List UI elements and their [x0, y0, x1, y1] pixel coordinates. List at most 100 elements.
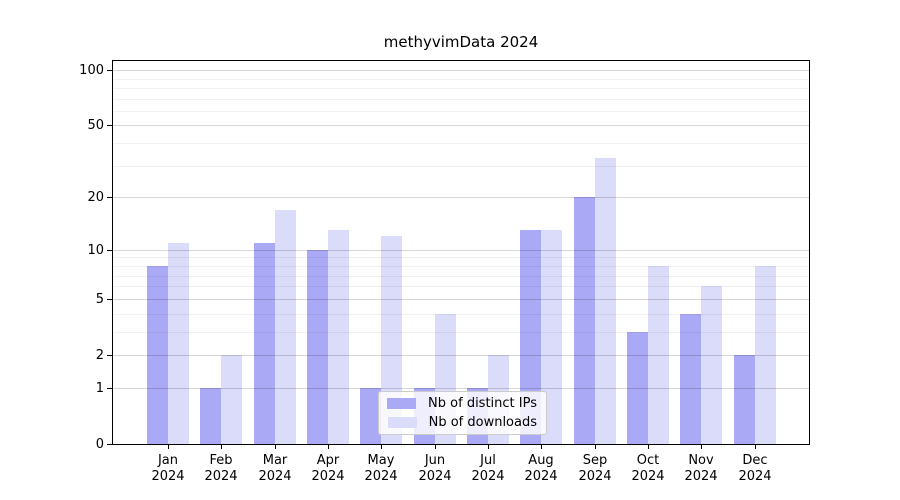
y-tick-mark — [107, 250, 112, 251]
y-tick-label: 1 — [95, 380, 104, 396]
x-tick-label: Jan 2024 — [136, 453, 200, 485]
legend: Nb of distinct IPs Nb of downloads — [378, 391, 547, 435]
x-tick-label: Jul 2024 — [456, 453, 520, 485]
x-tick-month: Dec — [742, 453, 768, 468]
major-gridline — [113, 70, 809, 71]
legend-label-distinct-ips: Nb of distinct IPs — [428, 396, 537, 411]
y-tick-label: 50 — [87, 118, 104, 134]
minor-gridline — [113, 266, 809, 267]
major-gridline — [113, 355, 809, 356]
x-tick-mark — [488, 445, 489, 449]
minor-gridline — [113, 276, 809, 277]
x-tick-label: Oct 2024 — [616, 453, 680, 485]
bar-distinct-ips — [733, 355, 755, 444]
bar-distinct-ips — [306, 249, 328, 444]
bar-downloads — [647, 266, 669, 444]
legend-label-downloads: Nb of downloads — [428, 415, 537, 430]
x-tick-year: 2024 — [684, 469, 718, 484]
minor-gridline — [113, 111, 809, 112]
x-tick-mark — [595, 445, 596, 449]
bar-downloads — [221, 355, 243, 444]
x-tick-year: 2024 — [631, 469, 665, 484]
x-tick-year: 2024 — [471, 469, 505, 484]
legend-swatch-distinct-ips — [387, 398, 417, 409]
x-tick-label: Dec 2024 — [723, 453, 787, 485]
x-tick-label: Nov 2024 — [669, 453, 733, 485]
minor-gridline — [113, 99, 809, 100]
major-gridline — [113, 388, 809, 389]
x-tick-year: 2024 — [524, 469, 558, 484]
x-tick-month: Jan — [157, 453, 179, 468]
plot-inner — [113, 61, 809, 444]
x-tick-year: 2024 — [364, 469, 398, 484]
major-gridline — [113, 299, 809, 300]
minor-gridline — [113, 166, 809, 167]
y-tick-mark — [107, 299, 112, 300]
x-tick-mark — [435, 445, 436, 449]
x-tick-mark — [328, 445, 329, 449]
bar-distinct-ips — [146, 266, 168, 444]
x-tick-month: Aug — [528, 453, 554, 468]
x-tick-label: Feb 2024 — [189, 453, 253, 485]
y-tick-mark — [107, 355, 112, 356]
bar-distinct-ips — [253, 242, 275, 444]
x-tick-label: Apr 2024 — [296, 453, 360, 485]
x-tick-mark — [755, 445, 756, 449]
y-tick-mark — [107, 444, 112, 445]
x-tick-month: Feb — [209, 453, 233, 468]
bar-downloads — [541, 230, 563, 444]
y-tick-label: 2 — [95, 347, 104, 363]
y-tick-mark — [107, 197, 112, 198]
y-tick-label: 10 — [87, 242, 104, 258]
x-tick-year: 2024 — [204, 469, 238, 484]
minor-gridline — [113, 257, 809, 258]
minor-gridline — [113, 143, 809, 144]
x-tick-year: 2024 — [578, 469, 612, 484]
major-gridline — [113, 197, 809, 198]
x-tick-year: 2024 — [738, 469, 772, 484]
bar-downloads — [274, 209, 296, 444]
bar-downloads — [754, 266, 776, 444]
x-tick-mark — [648, 445, 649, 449]
x-tick-month: Mar — [262, 453, 288, 468]
x-tick-label: Mar 2024 — [243, 453, 307, 485]
bar-downloads — [167, 242, 189, 444]
x-tick-month: Jul — [480, 453, 496, 468]
major-gridline — [113, 250, 809, 251]
minor-gridline — [113, 332, 809, 333]
x-tick-month: Apr — [316, 453, 340, 468]
chart-title: methyvimData 2024 — [383, 33, 539, 51]
y-tick-label: 20 — [87, 190, 104, 206]
y-tick-mark — [107, 125, 112, 126]
legend-row-distinct-ips: Nb of distinct IPs — [383, 396, 537, 411]
minor-gridline — [113, 314, 809, 315]
bar-distinct-ips — [626, 331, 648, 444]
x-tick-month: Jun — [424, 453, 446, 468]
x-tick-mark — [701, 445, 702, 449]
x-tick-year: 2024 — [258, 469, 292, 484]
y-tick-label: 0 — [95, 437, 104, 452]
x-tick-label: Sep 2024 — [563, 453, 627, 485]
x-tick-mark — [381, 445, 382, 449]
x-tick-month: May — [367, 453, 395, 468]
y-tick-mark — [107, 388, 112, 389]
bar-distinct-ips — [680, 313, 702, 444]
x-tick-mark — [541, 445, 542, 449]
x-tick-mark — [275, 445, 276, 449]
minor-gridline — [113, 88, 809, 89]
bar-distinct-ips — [200, 387, 222, 444]
bar-downloads — [327, 230, 349, 444]
x-tick-year: 2024 — [151, 469, 185, 484]
y-tick-mark — [107, 70, 112, 71]
legend-swatch-downloads — [387, 417, 417, 428]
minor-gridline — [113, 79, 809, 80]
bar-distinct-ips — [573, 197, 595, 444]
x-tick-month: Nov — [688, 453, 714, 468]
x-tick-year: 2024 — [418, 469, 452, 484]
plot-area: Nb of distinct IPs Nb of downloads — [112, 60, 810, 445]
x-tick-label: Aug 2024 — [509, 453, 573, 485]
x-tick-month: Oct — [636, 453, 660, 468]
x-tick-month: Sep — [582, 453, 608, 468]
y-tick-label: 100 — [79, 63, 104, 79]
